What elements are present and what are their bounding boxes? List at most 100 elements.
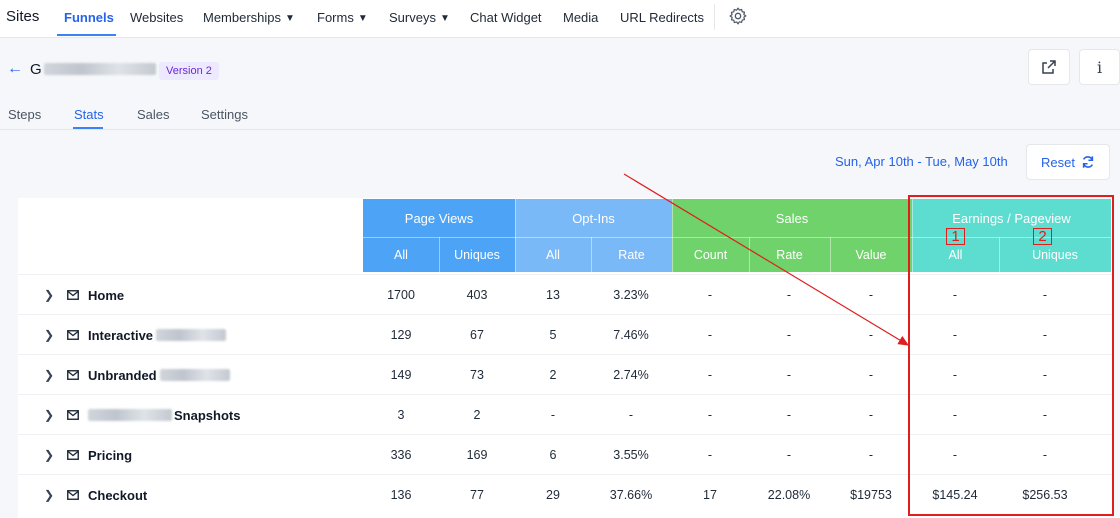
top-nav: Sites Funnels Websites Memberships ▼ Form… [0,0,1120,38]
funnel-title-text: G [30,61,42,78]
cell-oi-all: 2 [549,368,557,382]
email-step-icon [67,410,79,420]
expand-chevron-icon[interactable]: ❯ [44,488,55,502]
email-step-icon [67,330,79,340]
annotation-marker-2: 2 [1033,228,1052,245]
redacted-name-block [88,409,172,421]
info-icon: i [1096,57,1103,77]
tab-settings[interactable]: Settings [201,107,248,122]
nav-funnels[interactable]: Funnels [64,10,114,25]
cell-pv-all: 136 [390,488,412,502]
external-link-icon [1042,60,1056,74]
table-row[interactable]: ❯ Interactive 129 67 5 7.46% - - - - - [18,314,1112,354]
back-arrow-icon[interactable]: ← [7,60,23,77]
tab-stats[interactable]: Stats [74,107,104,122]
cell-sales-count: - [707,328,713,342]
cell-earnings-uniques: - [1042,368,1048,382]
cell-sales-count: - [707,288,713,302]
step-name: Home [88,275,124,315]
cell-sales-value: $19753 [850,488,892,502]
subheader-earnings-uniques: Uniques [999,237,1111,272]
cell-pv-uniques: 169 [466,448,488,462]
subheader-earnings-all: All [912,237,999,272]
header-divider [830,237,831,272]
cell-oi-rate: 3.55% [613,448,649,462]
email-step-icon [67,370,79,380]
header-divider [749,237,750,272]
cell-pv-all: 3 [397,408,405,422]
step-name-text: Interactive [88,327,154,343]
step-name: Pricing [88,435,132,475]
cell-pv-uniques: 67 [470,328,484,342]
expand-chevron-icon[interactable]: ❯ [44,288,55,302]
nav-memberships[interactable]: Memberships ▼ [203,10,295,25]
info-button[interactable]: i [1079,49,1120,85]
refresh-icon [1082,156,1094,168]
cell-sales-rate: - [786,448,792,462]
tab-sales[interactable]: Sales [137,107,170,122]
nav-surveys[interactable]: Surveys ▼ [389,10,450,25]
cell-sales-rate: - [786,288,792,302]
cell-earnings-uniques: - [1042,448,1048,462]
nav-media[interactable]: Media [563,10,599,25]
cell-pv-all: 1700 [387,288,415,302]
cell-earnings-all: - [952,448,958,462]
nav-websites[interactable]: Websites [130,10,184,25]
header-divider [439,237,440,272]
header-divider [999,237,1000,272]
funnel-title: G [30,61,156,78]
nav-divider [714,4,715,30]
active-nav-indicator [57,34,116,36]
nav-surveys-label: Surveys [389,10,436,25]
cell-oi-all: 5 [549,328,557,342]
version-badge: Version 2 [159,62,219,80]
date-range-picker[interactable]: Sun, Apr 10th - Tue, May 10th [835,154,1008,169]
cell-pv-uniques: 77 [470,488,484,502]
tab-steps[interactable]: Steps [8,107,42,122]
cell-oi-all: - [550,408,556,422]
header-opt-ins: Opt-Ins [515,199,672,237]
cell-earnings-all: - [952,408,958,422]
chevron-down-icon: ▼ [439,13,450,24]
cell-sales-rate: - [786,368,792,382]
expand-chevron-icon[interactable]: ❯ [44,448,55,462]
step-name: Checkout [88,475,147,515]
cell-sales-count: 17 [703,488,717,502]
reset-button[interactable]: Reset [1026,144,1110,180]
nav-memberships-label: Memberships [203,10,282,25]
open-external-button[interactable] [1028,49,1070,85]
expand-chevron-icon[interactable]: ❯ [44,328,55,342]
step-name: Interactive [88,315,227,355]
cell-sales-value: - [868,408,874,422]
nav-url-redirects[interactable]: URL Redirects [620,10,705,25]
gear-icon[interactable] [728,6,748,26]
redacted-name-block [156,329,227,341]
table-row[interactable]: ❯ Pricing 336 169 6 3.55% - - - - - [18,434,1112,474]
active-tab-indicator [73,127,103,129]
step-name: Unbranded [88,355,230,395]
chevron-down-icon: ▼ [285,13,295,24]
redacted-name-block [159,369,230,381]
cell-earnings-all: - [952,288,958,302]
cell-sales-rate: 22.08% [767,488,811,502]
nav-forms[interactable]: Forms ▼ [317,10,368,25]
nav-chat-widget[interactable]: Chat Widget [470,10,542,25]
table-row[interactable]: ❯ Checkout 136 77 29 37.66% 17 22.08% $19753 $145… [18,474,1112,514]
table-row[interactable]: ❯ Unbranded 149 73 2 2.74% - - - - - [18,354,1112,394]
table-row[interactable]: ❯ Snapshots 3 2 - - - - - - - [18,394,1112,434]
step-name-text: Checkout [88,487,148,503]
cell-oi-all: 29 [546,488,560,502]
brand-title: Sites [6,8,40,25]
header-earnings-pageview: Earnings / Pageview [912,199,1111,237]
subheader-oi-rate: Rate [591,237,672,272]
cell-sales-count: - [707,448,713,462]
step-name-text: Pricing [88,447,133,463]
cell-oi-all: 6 [549,448,557,462]
subheader-oi-all: All [515,237,591,272]
expand-chevron-icon[interactable]: ❯ [44,408,55,422]
cell-oi-rate: 3.23% [613,288,649,302]
cell-earnings-all: - [952,328,958,342]
cell-sales-value: - [868,368,874,382]
cell-earnings-all: - [952,368,958,382]
expand-chevron-icon[interactable]: ❯ [44,368,55,382]
